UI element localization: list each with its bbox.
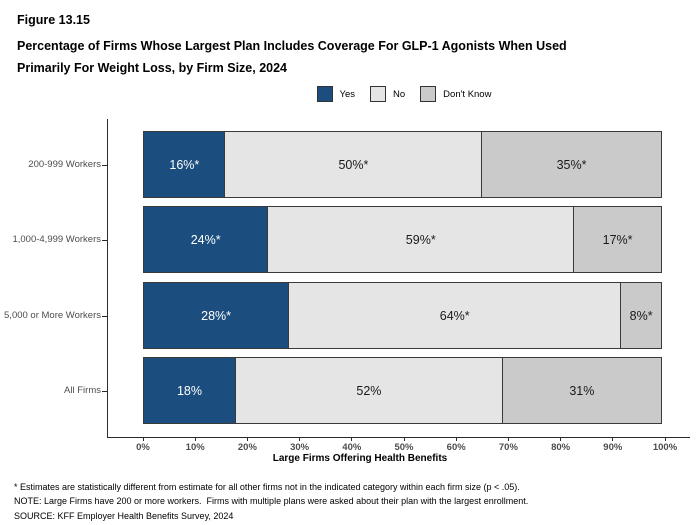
x-axis-tick-label: 30% [290,442,310,453]
figure-title-line2: Primarily For Weight Loss, by Firm Size,… [17,61,287,75]
x-axis-tick-label: 90% [603,442,623,453]
x-axis-tick [194,437,196,441]
bar-segment: 64%* [287,282,622,349]
x-axis-tick-label: 0% [136,442,150,453]
bar-segment: 28%* [143,282,290,349]
figure-title-line1: Percentage of Firms Whose Largest Plan I… [17,39,567,53]
x-axis-line [107,437,690,438]
x-axis-tick-label: 80% [551,442,571,453]
legend: Yes No Don't Know [143,85,665,103]
x-axis-tick-label: 70% [498,442,518,453]
legend-swatch-yes [316,86,333,102]
footnote-line: NOTE: Large Firms have 200 or more worke… [14,496,529,507]
x-axis-tick-label: 20% [237,442,257,453]
bar-segment: 17%* [573,206,662,273]
x-axis-tick [403,437,405,441]
x-axis-tick [560,437,562,441]
y-axis-tick [102,315,107,317]
bar-segment: 50%* [224,131,483,198]
x-axis-tick [299,437,301,441]
bar-segment: 18% [143,357,237,424]
x-axis-tick-label: 10% [185,442,205,453]
bar-segment: 52% [234,357,504,424]
bar-segment: 24%* [143,206,269,273]
x-axis-tick-label: 40% [342,442,362,453]
footnote-line: * Estimates are statistically different … [14,482,520,492]
x-axis-tick-label: 100% [652,442,678,453]
x-axis-tick [507,437,509,441]
bar-row: 16%* 50%* 35%* [143,131,665,198]
category-label: 5,000 or More Workers [4,310,101,321]
x-axis-tick [142,437,144,441]
category-label: 200-999 Workers [28,159,101,170]
legend-item: Yes [316,86,356,102]
y-axis-line [107,119,108,438]
x-axis-title: Large Firms Offering Health Benefits [272,453,448,464]
x-axis-tick [455,437,457,441]
x-axis-tick [664,437,666,441]
legend-item-label: No [393,88,406,100]
bar-segment: 8%* [620,282,662,349]
legend-item-label: Don't Know [443,88,492,100]
legend-swatch-don-t-know [420,86,437,102]
legend-item: Don't Know [420,86,491,102]
bar-segment: 31% [501,357,662,424]
bar-segment: 35%* [481,131,662,198]
bar-row: 18% 52% 31% [143,357,665,424]
x-axis-tick-label: 60% [446,442,466,453]
figure-title: Percentage of Firms Whose Largest Plan I… [17,35,567,79]
footnote-line: SOURCE: KFF Employer Health Benefits Sur… [14,510,234,521]
legend-item-label: Yes [339,88,356,100]
y-axis-tick [102,239,107,241]
footnotes: * Estimates are statistically different … [14,480,690,523]
y-axis-tick [102,164,107,166]
legend-item: No [370,86,405,102]
y-axis-tick [102,390,107,392]
category-label: 1,000-4,999 Workers [12,234,101,245]
legend-swatch-no [370,86,387,102]
category-label: All Firms [64,385,101,396]
x-axis-tick [612,437,614,441]
x-axis-tick [246,437,248,441]
x-axis-tick-label: 50% [394,442,414,453]
bar-segment: 16%* [143,131,226,198]
figure-label: Figure 13.15 [17,13,90,27]
bar-row: 28%* 64%* 8%* [143,282,665,349]
bar-segment: 59%* [266,206,575,273]
bar-row: 24%* 59%* 17%* [143,206,665,273]
x-axis-tick [351,437,353,441]
